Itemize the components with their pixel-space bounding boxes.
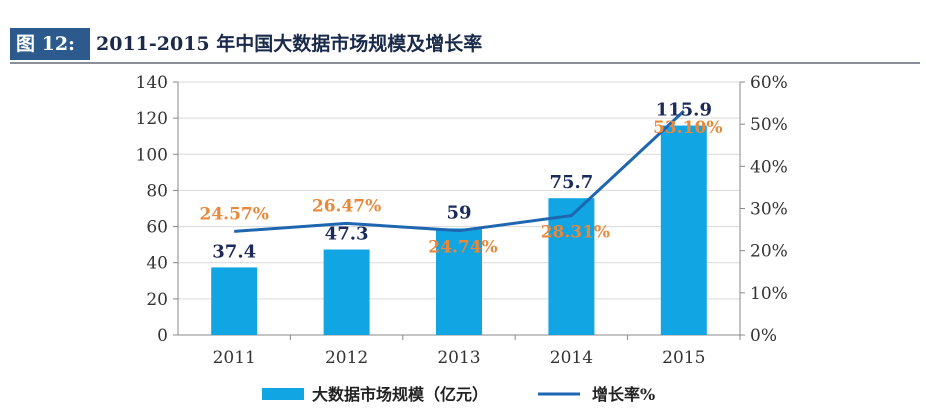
bar-value-label: 115.9: [656, 100, 712, 121]
right-tick-label: 50%: [750, 115, 788, 135]
left-tick-label: 0: [157, 326, 168, 346]
left-tick-label: 20: [146, 290, 168, 310]
left-tick-label: 60: [146, 218, 168, 238]
legend-line-label: 增长率%: [592, 385, 655, 404]
x-tick-label: 2014: [550, 348, 593, 368]
bar-value-label: 75.7: [549, 172, 593, 193]
figure-title-bar: 图 12: 2011-2015 年中国大数据市场规模及增长率: [10, 28, 920, 64]
figure-title: 2011-2015 年中国大数据市场规模及增长率: [96, 33, 483, 55]
bar: [323, 249, 370, 335]
left-tick-label: 100: [136, 145, 168, 165]
bar-value-label: 59: [446, 202, 471, 223]
bar-value-label: 37.4: [212, 241, 256, 262]
left-tick-label: 120: [136, 109, 168, 129]
figure-tag: 图 12:: [10, 28, 90, 60]
growth-value-label: 28.31%: [541, 223, 610, 243]
right-tick-label: 40%: [750, 157, 788, 177]
legend-bar-label: 大数据市场规模（亿元）: [312, 385, 488, 404]
left-tick-label: 80: [146, 181, 168, 201]
growth-value-label: 53.10%: [653, 118, 722, 138]
left-tick-label: 140: [136, 73, 168, 93]
bar: [660, 125, 707, 335]
growth-value-label: 24.57%: [200, 204, 269, 224]
bar: [436, 228, 482, 335]
right-tick-label: 60%: [750, 73, 788, 93]
left-tick-label: 40: [146, 254, 168, 274]
right-tick-label: 20%: [750, 242, 788, 262]
x-tick-label: 2013: [437, 348, 480, 368]
right-tick-label: 0%: [750, 326, 777, 346]
growth-line: [234, 109, 685, 233]
right-tick-label: 30%: [750, 200, 788, 220]
legend-bar-swatch: [262, 388, 304, 400]
growth-value-label: 24.74%: [428, 238, 497, 258]
x-tick-label: 2011: [213, 348, 256, 368]
growth-value-label: 26.47%: [312, 196, 381, 216]
x-tick-label: 2015: [662, 348, 705, 368]
x-tick-label: 2012: [325, 348, 368, 368]
bar-value-label: 47.3: [325, 224, 369, 245]
bar: [211, 267, 258, 335]
right-tick-label: 10%: [750, 284, 788, 304]
bar: [548, 198, 595, 335]
